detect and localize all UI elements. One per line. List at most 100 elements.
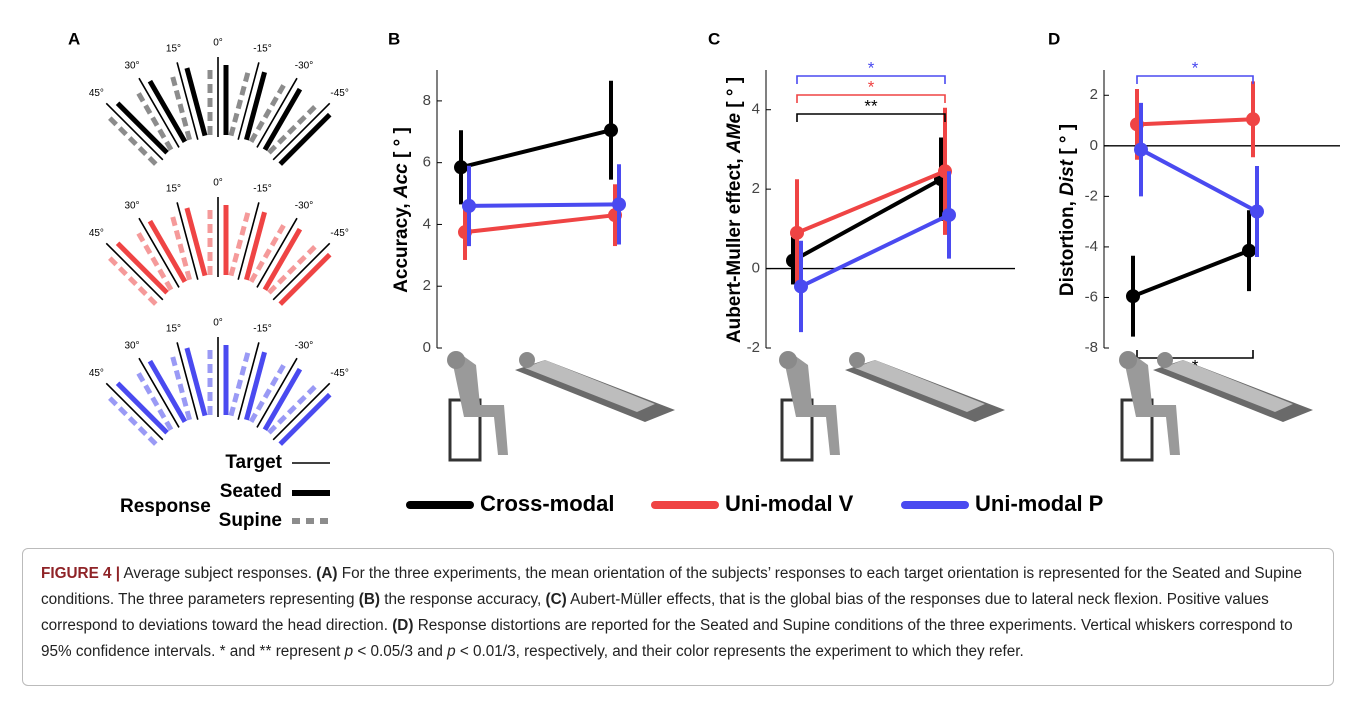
seated-response <box>147 219 188 283</box>
caption: FIGURE 4 | Average subject responses. (A… <box>22 548 1334 686</box>
legend-label: Response <box>120 496 211 517</box>
angle-label: -45° <box>330 228 348 239</box>
y-tick-label: -6 <box>1085 288 1098 305</box>
significance-bracket <box>796 75 946 84</box>
significance-bracket <box>796 94 946 103</box>
head <box>519 352 535 368</box>
target-line <box>272 382 331 441</box>
supine-response <box>104 252 158 306</box>
y-tick-label: 4 <box>423 215 431 232</box>
series-line <box>1136 117 1254 127</box>
point <box>462 198 476 213</box>
y-axis-label: Distortion, Dist [ ° ] <box>1057 124 1078 296</box>
supine-figure <box>855 360 985 412</box>
legend-label: Uni-modal P <box>975 491 1103 516</box>
panel-label: B <box>388 29 400 48</box>
target-line <box>237 202 260 280</box>
supine-response <box>267 101 321 155</box>
caption-run: Aubert-Müller effects, that is the globa… <box>41 591 1269 634</box>
seated-figure <box>452 355 508 455</box>
supine-response <box>248 359 289 423</box>
target-line <box>256 77 298 148</box>
seated-response <box>244 211 267 281</box>
target-line <box>237 62 260 140</box>
y-axis-label: Aubert-Muller effect, AMe [ ° ] <box>724 77 745 343</box>
legend-label: Supine <box>219 510 282 531</box>
supine-response <box>104 392 158 446</box>
caption-run: < 0.01/3, respectively, and their color … <box>455 643 1024 660</box>
series-line <box>460 128 612 170</box>
y-tick-label: 2 <box>423 277 431 294</box>
seated-response <box>278 392 332 446</box>
point <box>604 123 618 138</box>
seated-response <box>115 101 169 155</box>
supine-response <box>133 87 174 151</box>
point <box>1242 243 1256 258</box>
caption-run: the response accuracy, <box>379 591 546 608</box>
y-label-part: Dist <box>1057 159 1078 196</box>
seated-response <box>184 207 208 277</box>
target-line <box>256 357 298 428</box>
angle-label: -45° <box>330 368 348 379</box>
angle-label: 15° <box>166 44 181 55</box>
head <box>849 352 865 368</box>
seated-response <box>262 227 303 291</box>
seated-figure <box>784 355 840 455</box>
significance-label: * <box>868 77 875 96</box>
legend-label: Cross-modal <box>480 491 614 516</box>
target-line <box>105 242 164 301</box>
series-line <box>792 177 942 263</box>
angle-label: 45° <box>89 228 104 239</box>
y-tick-label: -2 <box>1085 187 1098 204</box>
significance-bracket <box>1136 350 1254 359</box>
caption-run: p <box>447 643 456 660</box>
head <box>447 351 465 369</box>
point <box>790 225 804 240</box>
figure: A B C D 45° 30° 15° 0° -15° -30° -45° 45° 30° 15° 0° -1… <box>68 29 1340 531</box>
y-label-part: [ ° ] <box>724 77 745 113</box>
y-tick-label: 6 <box>423 154 431 171</box>
supine-response <box>228 67 252 137</box>
y-label-part: Aubert-Muller effect, <box>724 153 745 343</box>
legend-label: Uni-modal V <box>725 491 854 516</box>
angle-label: 45° <box>89 88 104 99</box>
series-line <box>1140 147 1258 214</box>
seated-response <box>147 359 188 423</box>
angle-label: 30° <box>124 341 139 352</box>
supine-response <box>267 241 321 295</box>
supine-response <box>104 112 158 166</box>
angle-label: -15° <box>253 324 271 335</box>
series-line <box>796 169 946 235</box>
angle-label: 30° <box>124 201 139 212</box>
y-tick-label: -2 <box>747 339 760 356</box>
caption-run: < 0.05/3 and <box>353 643 448 660</box>
point <box>1250 204 1264 219</box>
supine-response <box>169 211 192 281</box>
target-line <box>237 342 260 420</box>
series-line <box>468 202 620 208</box>
series-line <box>1132 248 1250 299</box>
angle-label: 0° <box>213 38 223 49</box>
angle-label: 30° <box>124 61 139 72</box>
caption-run: Response distortions are reported for th… <box>41 617 1293 660</box>
seated-response <box>184 67 208 137</box>
seated-response <box>262 87 303 151</box>
point <box>454 160 468 175</box>
head <box>1157 352 1173 368</box>
angle-label: 0° <box>213 318 223 329</box>
seated-response <box>278 112 332 166</box>
caption-run: (C) <box>545 591 567 608</box>
series-line <box>464 213 616 235</box>
caption-run: Average subject responses. <box>120 565 317 582</box>
head <box>779 351 797 369</box>
angle-label: 15° <box>166 184 181 195</box>
y-label-part: [ ° ] <box>391 127 412 163</box>
angle-label: 45° <box>89 368 104 379</box>
caption-run: For the three experiments, the mean orie… <box>41 565 1303 608</box>
target-line <box>176 342 199 420</box>
series-line <box>800 213 950 289</box>
seated-response <box>184 347 208 417</box>
angle-label: -30° <box>295 61 313 72</box>
target-line <box>176 202 199 280</box>
panel-label: A <box>68 29 80 48</box>
